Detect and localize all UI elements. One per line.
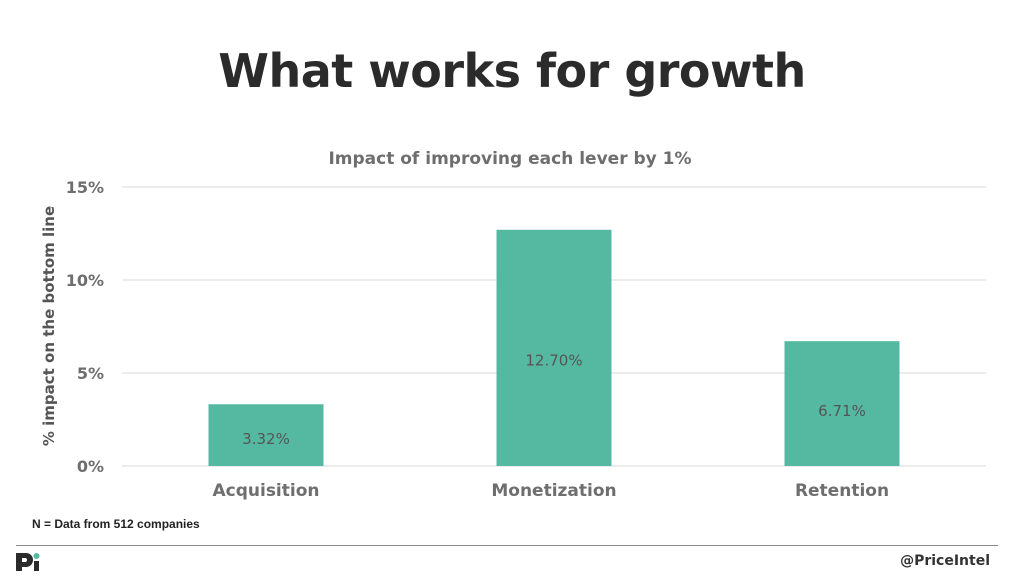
bar-acquisition [208,404,324,466]
data-label: 3.32% [242,430,290,448]
y-tick-label: 5% [77,364,104,383]
footer-divider [16,545,998,546]
data-labels: 3.32% Acquisition 12.70% Monetization 6.71% R… [212,352,889,501]
y-tick-label: 0% [77,457,104,476]
footnote: N = Data from 512 companies [32,517,200,531]
bar-monetization [496,229,612,466]
data-label: 6.71% [818,402,866,420]
twitter-handle: @PriceIntel [900,553,990,569]
price-intelligently-logo-icon [16,553,40,571]
slide-title: What works for growth [218,44,806,98]
x-category-label: Monetization [491,481,616,501]
y-tick-label: 15% [66,178,104,197]
bar-retention [784,341,900,466]
y-tick-label: 10% [66,271,104,290]
bars [208,229,900,466]
y-axis-label: % impact on the bottom line [40,206,58,446]
bar-chart: Impact of improving each lever by 1% % i… [40,149,986,501]
data-label: 12.70% [525,352,582,370]
x-category-label: Retention [795,481,889,501]
chart-title: Impact of improving each lever by 1% [328,149,691,169]
x-category-label: Acquisition [212,481,319,501]
